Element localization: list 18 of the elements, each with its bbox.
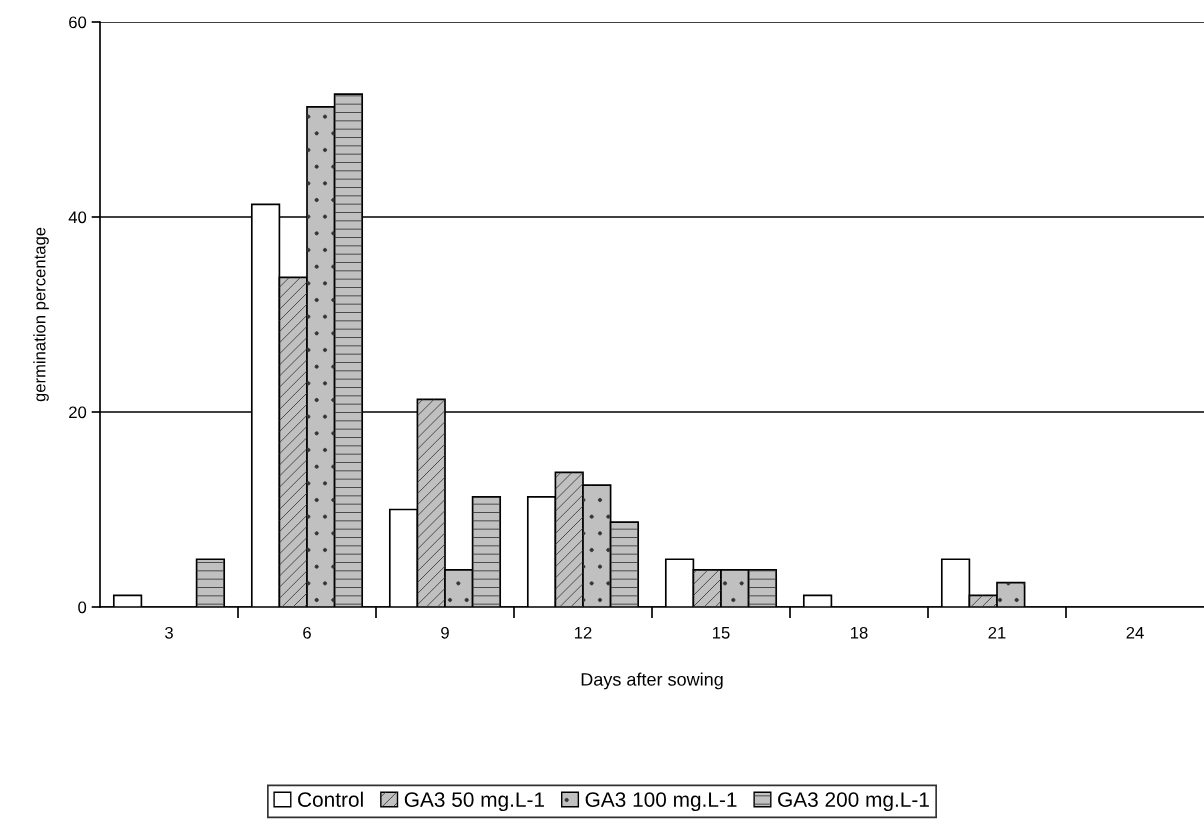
- x-tick-label: 15: [713, 627, 730, 639]
- legend-label: GA3 200 mg.L-1: [778, 792, 929, 812]
- y-tick-label: 40: [68, 211, 87, 224]
- x-axis-title: Days after sowing: [581, 672, 723, 690]
- legend-label: GA3 100 mg.L-1: [585, 792, 737, 812]
- y-tick-label: 0: [78, 601, 87, 614]
- x-tick-label: 9: [441, 626, 449, 639]
- legend-label: GA3 50 mg.L-1: [404, 792, 545, 812]
- y-tick-label: 20: [69, 406, 87, 419]
- x-tick-label: 24: [1126, 626, 1144, 639]
- y-axis-title: germination percentage: [33, 227, 49, 402]
- x-tick-label: 18: [851, 626, 868, 639]
- x-tick-label: 12: [575, 626, 592, 639]
- x-tick-label: 3: [165, 626, 173, 639]
- x-tick-label: 6: [303, 626, 311, 639]
- y-tick-label: 60: [69, 16, 87, 29]
- x-tick-label: 21: [988, 626, 1006, 639]
- legend-label: Control: [298, 791, 363, 807]
